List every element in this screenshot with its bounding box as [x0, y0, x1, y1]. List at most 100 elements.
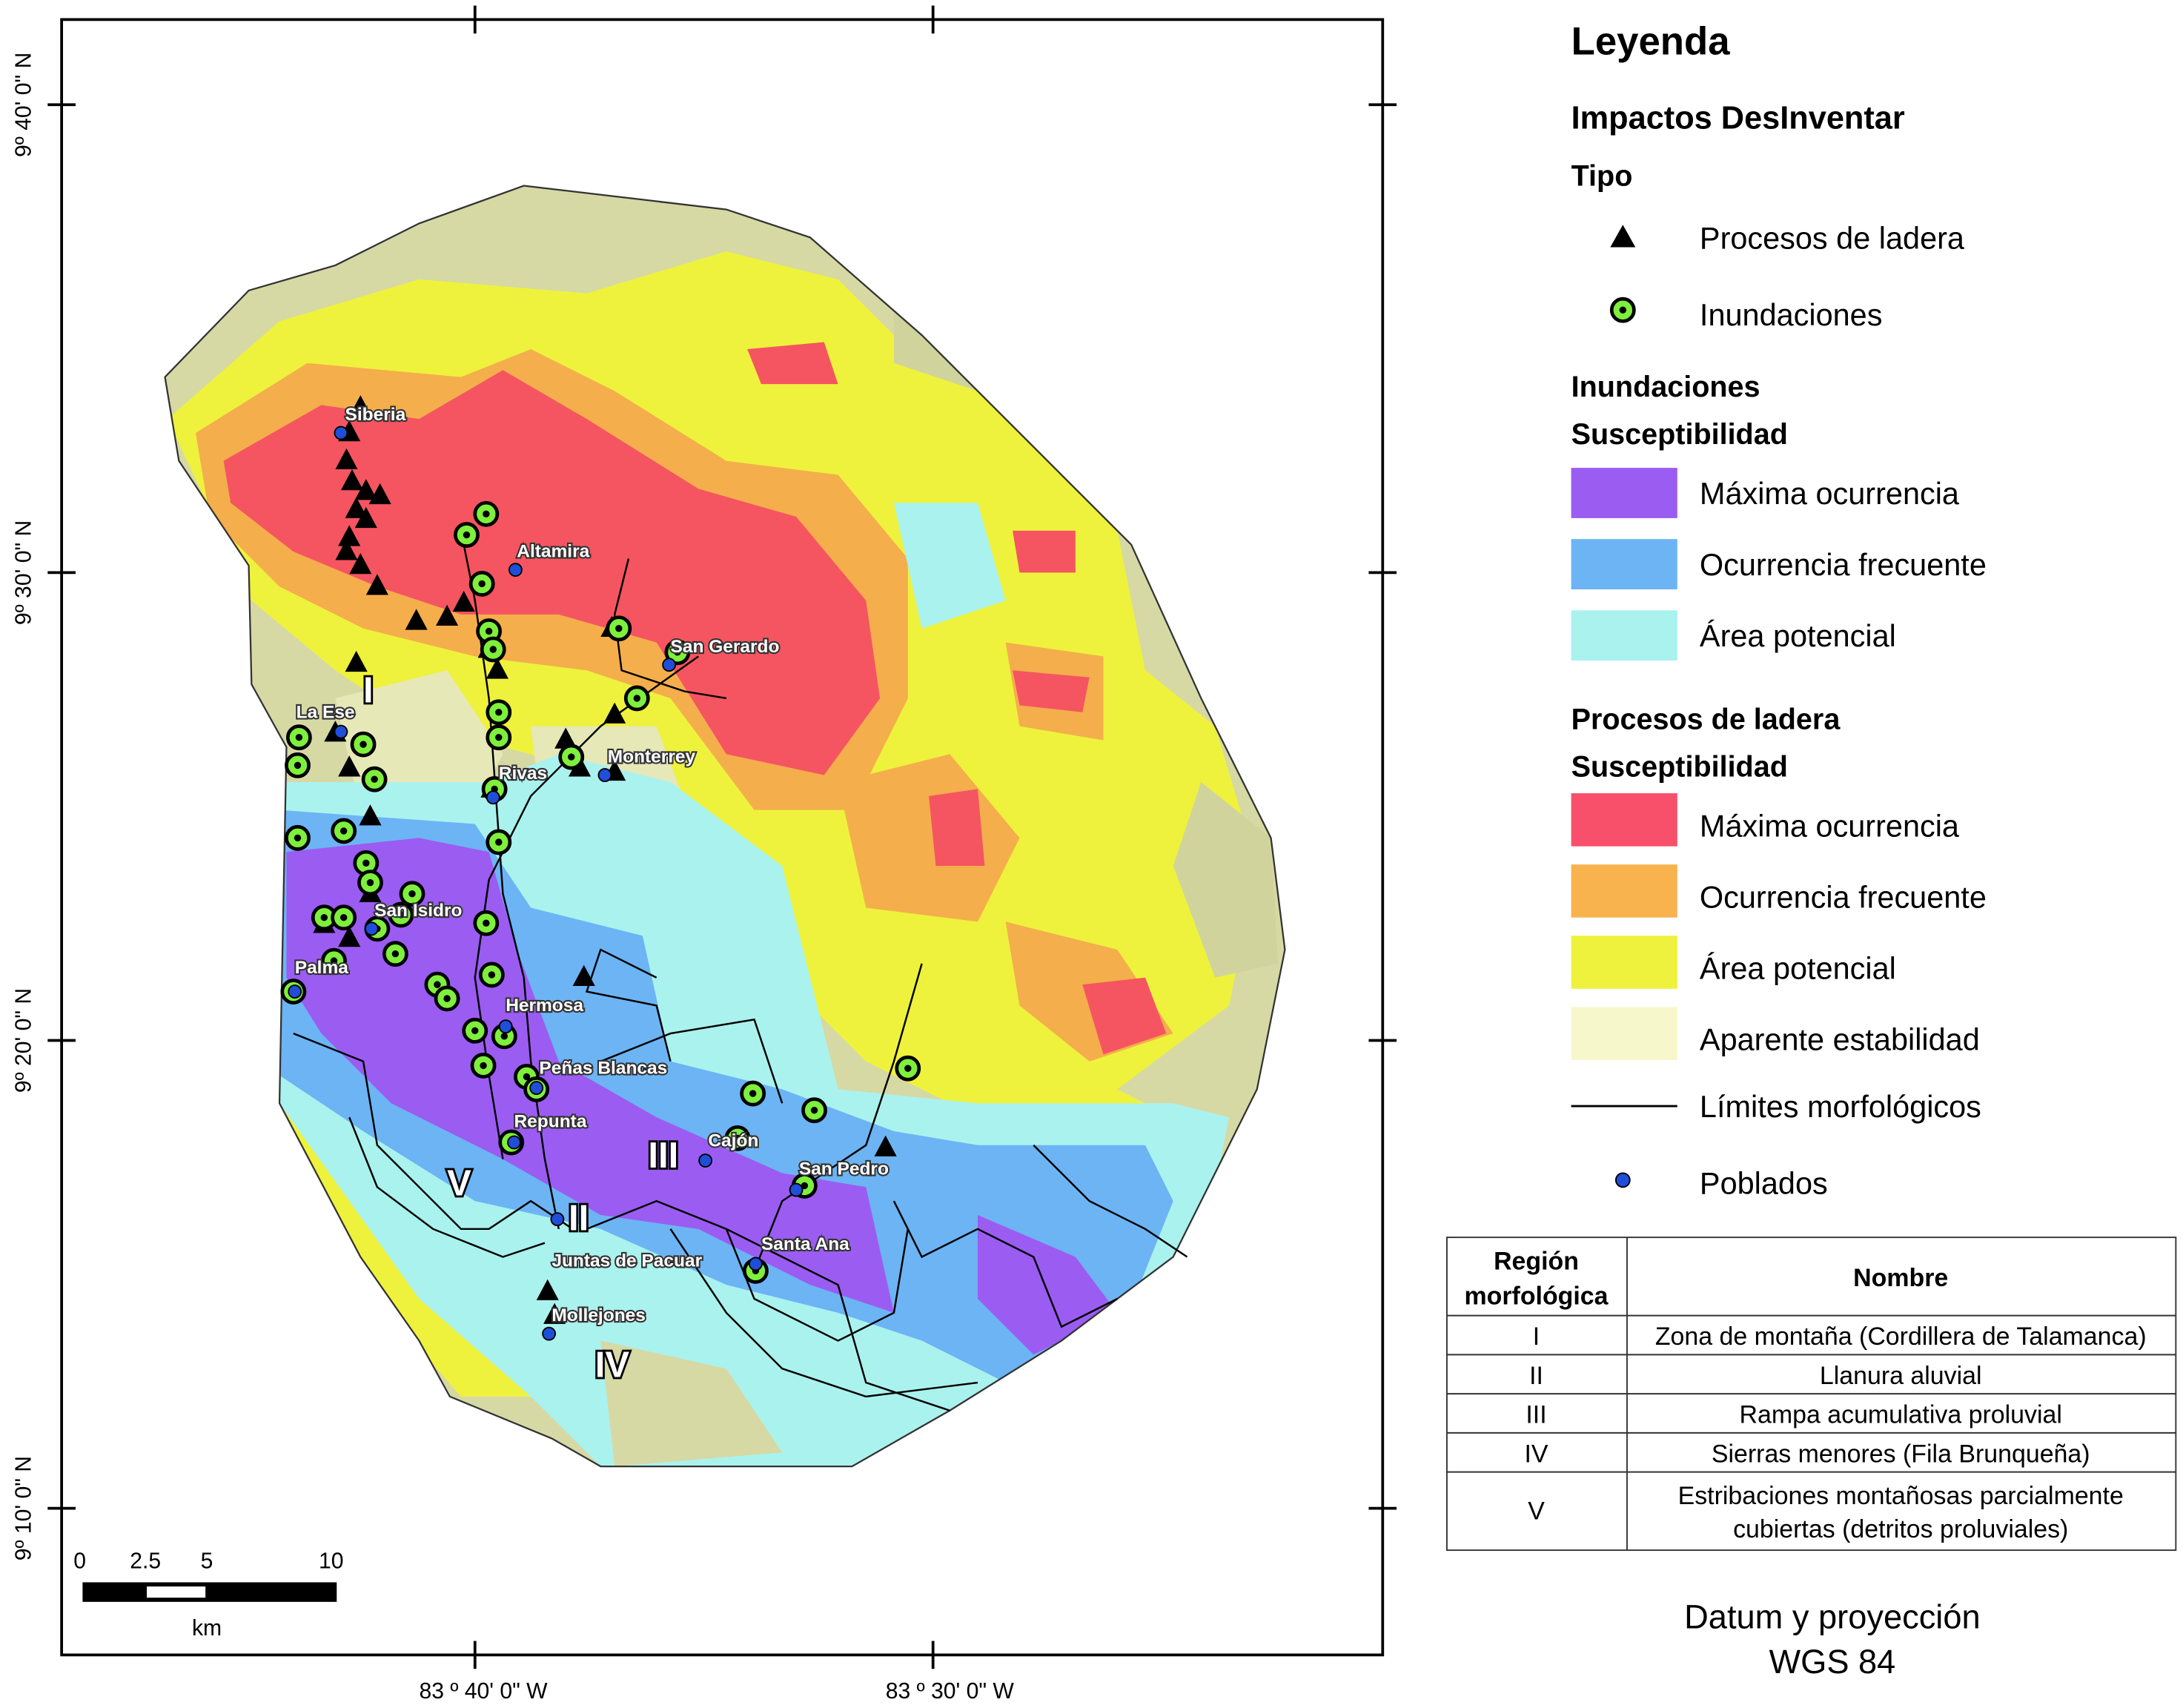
- legend-title: Leyenda: [1571, 19, 1731, 63]
- lon-label: 83 º 30' 0" W: [886, 1679, 1015, 1704]
- flood-marker-center: [734, 1134, 741, 1142]
- place-label: Peñas Blancas: [539, 1059, 667, 1079]
- flood-marker-center: [568, 753, 575, 761]
- landslide-marker: [554, 727, 577, 749]
- place-labels: Siberia Altamira San Gerardo La Ese Mont…: [294, 403, 890, 1327]
- legend-item-label: Área potencial: [1700, 951, 1896, 986]
- flood-marker-center: [810, 1106, 818, 1114]
- table-cell: Rampa acumulativa proluvial: [1740, 1401, 2062, 1429]
- table-cell: Sierras menores (Fila Brunqueña): [1712, 1440, 2090, 1468]
- flood-marker-center: [523, 1073, 531, 1081]
- swatch: [1571, 1007, 1677, 1060]
- legend: Leyenda Impactos DesInventar Tipo Proces…: [1571, 19, 1987, 1201]
- region-label: II: [569, 1199, 589, 1239]
- town-marker: [749, 1257, 763, 1271]
- legend-item-label: Máxima ocurrencia: [1700, 476, 1960, 511]
- landslide-marker: [359, 804, 382, 826]
- flood-marker-center: [408, 890, 416, 898]
- regions-table: [1446, 1237, 2177, 1552]
- place-label: Mollejones: [551, 1305, 646, 1325]
- landslide-marker: [536, 1279, 559, 1300]
- flood-marker-center: [339, 914, 348, 921]
- flood-marker-center: [495, 838, 503, 846]
- region-label: V: [447, 1164, 471, 1204]
- flood-marker-center: [801, 1182, 809, 1190]
- flood-marker-center: [485, 627, 493, 635]
- table-cell: cubiertas (detritos proluviales): [1733, 1515, 2068, 1543]
- flood-marker-center: [674, 649, 681, 656]
- swatch: [1571, 539, 1677, 590]
- legend-slope-subtitle: Susceptibilidad: [1571, 750, 1788, 783]
- landslide-marker: [603, 702, 626, 724]
- lat-label: 9º 10' 0" N: [12, 1456, 36, 1560]
- landslide-marker: [340, 469, 364, 491]
- triangle-icon: [1610, 225, 1636, 248]
- town-marker: [364, 921, 379, 936]
- place-label: Rivas: [499, 764, 547, 784]
- scale-tick: 10: [319, 1549, 344, 1574]
- swatch: [1571, 468, 1677, 518]
- table-cell: IV: [1524, 1440, 1548, 1468]
- place-label: Altamira: [517, 542, 589, 562]
- table-cell: Estribaciones montañosas parcialmente: [1678, 1482, 2124, 1510]
- datum-label: Datum y proyección: [1684, 1598, 1980, 1636]
- legend-item-label: Inundaciones: [1700, 297, 1883, 332]
- table-cell: I: [1533, 1323, 1540, 1351]
- place-label: San Isidro: [374, 901, 462, 921]
- legend-item-label: Poblados: [1700, 1166, 1828, 1201]
- graticule-ticks: [47, 5, 1397, 1669]
- town-marker: [486, 790, 500, 805]
- table-cell: Zona de montaña (Cordillera de Talamanca…: [1655, 1323, 2147, 1351]
- town-marker: [789, 1182, 804, 1197]
- scale-tick: 5: [201, 1549, 213, 1574]
- landslide-marker: [572, 964, 595, 987]
- landslide-marker: [368, 483, 391, 505]
- legend-slope-title: Procesos de ladera: [1571, 703, 1841, 735]
- swatch: [1571, 864, 1677, 918]
- scale-unit: km: [192, 1616, 222, 1641]
- flood-marker-center: [495, 733, 503, 741]
- legend-item-label: Procesos de ladera: [1700, 220, 1965, 255]
- landslide-marker: [345, 650, 368, 672]
- lat-label: 9º 20' 0" N: [12, 988, 36, 1093]
- town-marker: [662, 658, 677, 672]
- table-header: Región: [1494, 1247, 1579, 1275]
- flood-marker-center: [904, 1065, 912, 1072]
- landslide-marker: [874, 1135, 897, 1156]
- table-header: Nombre: [1853, 1264, 1948, 1292]
- place-label: La Ese: [297, 702, 355, 722]
- flood-marker-center: [294, 834, 302, 842]
- table-cell: V: [1528, 1497, 1545, 1526]
- landslide-marker: [354, 506, 377, 529]
- town-marker: [334, 724, 348, 739]
- legend-impacts-title: Impactos DesInventar: [1571, 100, 1905, 136]
- flood-marker-center: [360, 741, 367, 748]
- town-marker: [550, 1212, 565, 1227]
- susceptibility-raster: [165, 185, 1285, 1467]
- flood-marker-center: [615, 625, 623, 632]
- region-label: III: [648, 1136, 678, 1176]
- place-label: Monterrey: [608, 747, 696, 767]
- flood-marker-center: [362, 859, 370, 867]
- region-labels: I II III IV V: [361, 669, 680, 1388]
- place-label: Cajón: [708, 1131, 758, 1151]
- landslide-marker: [354, 479, 377, 500]
- place-label: Santa Ana: [761, 1234, 849, 1254]
- town-dot-icon: [1614, 1172, 1631, 1188]
- landslide-marker: [436, 604, 459, 626]
- regions-table-text: Región morfológica Nombre I Zona de mont…: [1464, 1247, 2146, 1543]
- swatch: [1571, 610, 1677, 661]
- flood-marker-center: [463, 531, 471, 539]
- town-marker: [288, 984, 302, 999]
- table-cell: Llanura aluvial: [1820, 1362, 1982, 1390]
- table-cell: III: [1526, 1401, 1546, 1429]
- landslide-marker: [338, 525, 361, 546]
- flood-marker-center: [371, 775, 378, 783]
- legend-flood-title: Inundaciones: [1571, 371, 1760, 403]
- landslide-marker: [486, 658, 509, 679]
- flood-marker-center: [749, 1090, 757, 1097]
- legend-item-label: Ocurrencia frecuente: [1700, 880, 1987, 915]
- scale-tick: 2.5: [130, 1549, 161, 1574]
- impact-markers: [280, 395, 921, 1341]
- landslide-marker: [365, 574, 388, 595]
